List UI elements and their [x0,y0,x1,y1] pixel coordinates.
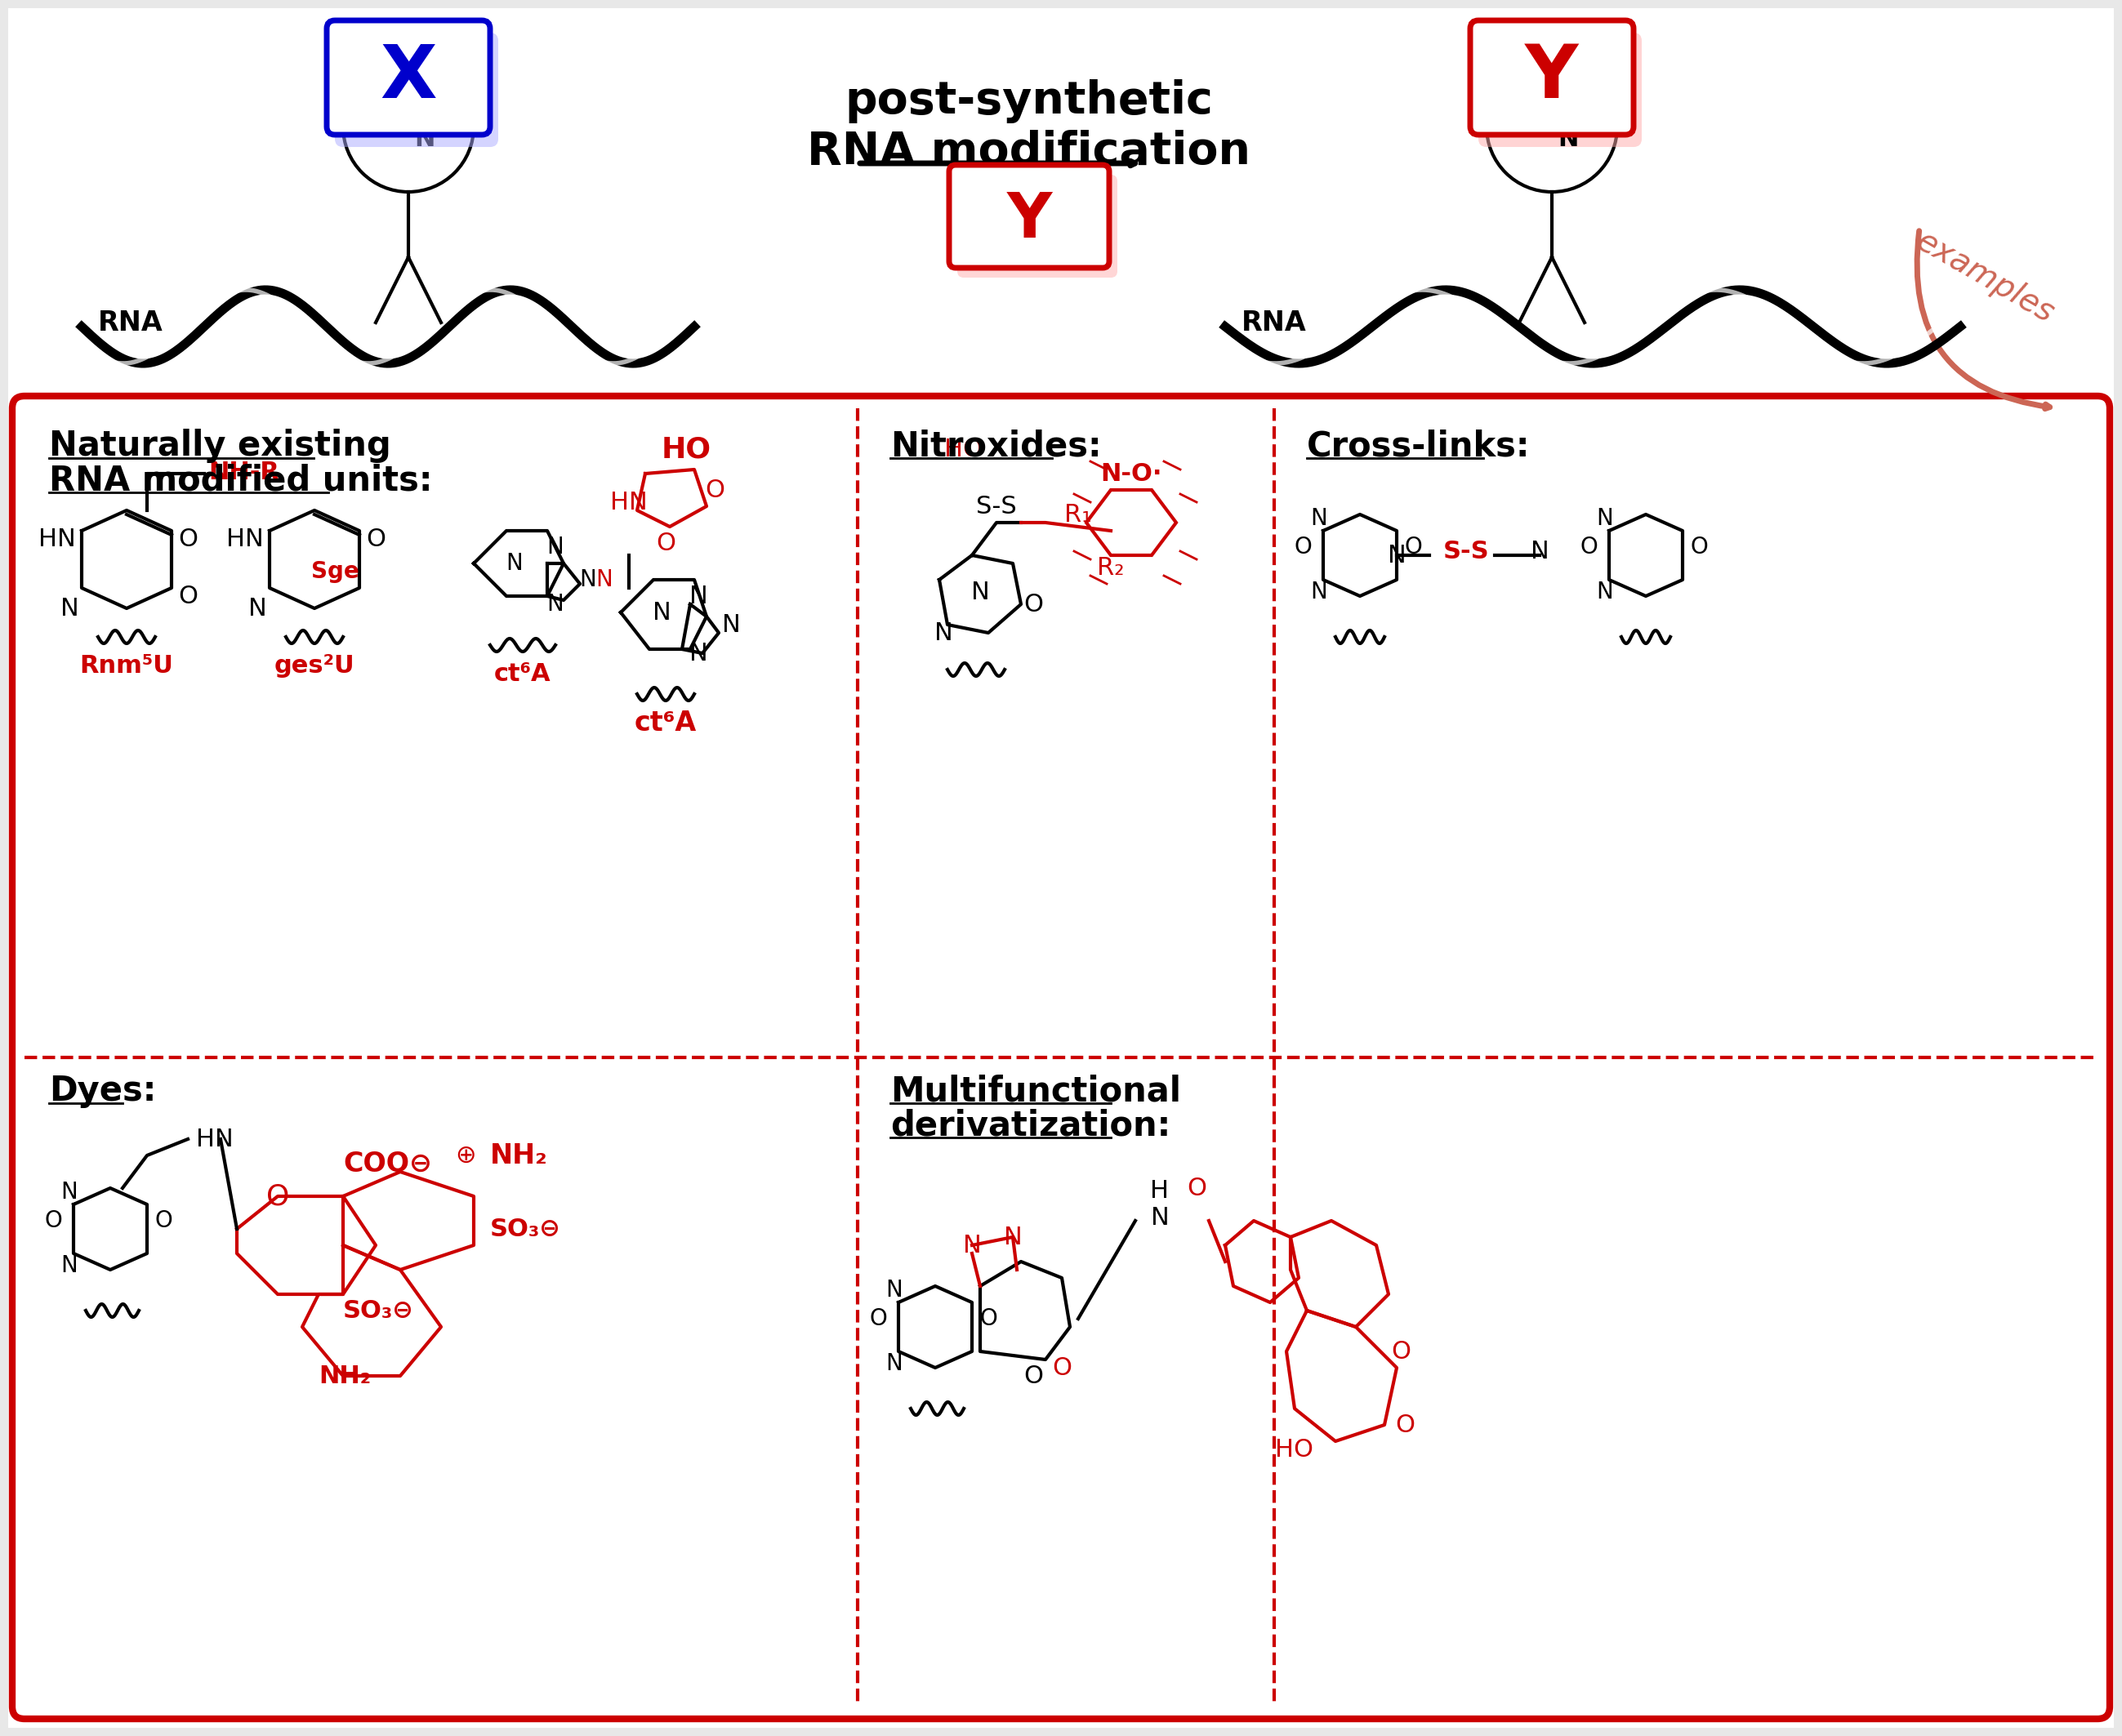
FancyBboxPatch shape [949,165,1110,267]
Text: NH₂: NH₂ [318,1364,371,1387]
Text: examples: examples [1910,226,2058,330]
Text: HO: HO [662,436,711,464]
Text: N: N [1558,127,1579,151]
Text: N: N [596,568,613,592]
Text: SO₃⊖: SO₃⊖ [490,1217,560,1241]
Text: ges²U: ges²U [274,654,354,677]
Text: N: N [690,585,707,608]
Text: derivatization:: derivatization: [891,1108,1171,1142]
Text: O: O [155,1210,172,1233]
Text: N: N [507,552,522,575]
Text: R₂: R₂ [1097,556,1125,580]
Text: HO: HO [944,437,982,462]
Text: N: N [1388,543,1407,568]
Text: S-S: S-S [1443,540,1490,562]
Text: COO⊖: COO⊖ [344,1151,433,1177]
Text: HN: HN [38,528,76,550]
FancyBboxPatch shape [327,21,490,135]
Text: N: N [651,601,671,625]
Text: Naturally existing: Naturally existing [49,429,390,464]
Text: RNA: RNA [98,309,163,337]
Text: O: O [1405,536,1422,559]
Text: N-O·: N-O· [1101,462,1163,486]
Text: N: N [248,597,267,620]
Text: N: N [62,1180,79,1203]
Text: HN: HN [611,490,647,514]
Text: O: O [656,531,675,556]
Text: O: O [870,1307,887,1330]
Text: RNA modified units:: RNA modified units: [49,464,433,496]
FancyBboxPatch shape [13,396,2109,1719]
Text: N: N [963,1233,980,1257]
Text: N: N [59,597,79,620]
FancyBboxPatch shape [8,9,2114,1727]
Text: O: O [178,528,197,550]
Text: R₁: R₁ [1065,503,1093,526]
Text: ⊕: ⊕ [454,1144,475,1167]
Text: N: N [1530,540,1549,562]
Text: O: O [1392,1340,1411,1363]
Text: O: O [1186,1177,1207,1200]
Text: HN: HN [195,1127,233,1151]
Text: N: N [414,127,435,151]
Text: N: N [547,592,564,616]
Text: H
N: H N [1150,1179,1169,1231]
Text: O: O [1023,592,1044,616]
Text: O: O [1023,1364,1044,1387]
Text: N: N [1311,507,1328,529]
Text: RNA: RNA [1241,309,1307,337]
FancyBboxPatch shape [335,33,499,148]
FancyBboxPatch shape [1479,33,1642,148]
Text: N: N [972,580,989,604]
Text: ct⁶A: ct⁶A [494,661,552,686]
Text: O: O [980,1307,997,1330]
Text: N: N [1596,580,1613,604]
Text: N: N [885,1279,902,1302]
FancyBboxPatch shape [957,175,1118,278]
Text: HN: HN [227,528,263,550]
Text: N: N [1311,580,1328,604]
Text: O: O [1579,536,1598,559]
Text: O: O [1294,536,1311,559]
Text: O: O [265,1182,289,1210]
Text: S-S: S-S [976,495,1016,517]
Text: Nitroxides:: Nitroxides: [891,429,1101,464]
Text: HO: HO [1275,1437,1314,1462]
FancyBboxPatch shape [1471,21,1634,135]
Text: Y: Y [1526,42,1579,113]
Text: Dyes:: Dyes: [49,1075,157,1108]
Text: O: O [45,1210,62,1233]
Text: X: X [380,42,437,113]
Text: N: N [1596,507,1613,529]
Text: O: O [178,585,197,608]
Text: O: O [365,528,386,550]
Text: Sge: Sge [312,561,359,583]
Text: N: N [885,1352,902,1375]
Text: Y: Y [1006,191,1053,250]
Text: NH-R: NH-R [208,460,280,484]
Text: O: O [705,477,724,502]
Text: NH₂: NH₂ [490,1142,547,1168]
Text: Multifunctional: Multifunctional [891,1075,1182,1108]
Text: Cross-links:: Cross-links: [1307,429,1530,464]
Text: O: O [1689,536,1708,559]
Text: N: N [1004,1226,1023,1248]
Text: N: N [62,1253,79,1278]
Text: Rnm⁵U: Rnm⁵U [81,654,174,677]
Text: O: O [1053,1356,1072,1380]
Text: N: N [721,613,741,637]
Text: O: O [1394,1413,1415,1437]
Text: post-synthetic
RNA modification: post-synthetic RNA modification [806,80,1250,174]
Text: SO₃⊖: SO₃⊖ [344,1299,414,1323]
Text: ct⁶A: ct⁶A [634,710,696,736]
Text: N: N [690,641,707,665]
Text: N: N [579,568,596,592]
Text: N: N [547,536,564,559]
Text: N: N [934,621,953,644]
